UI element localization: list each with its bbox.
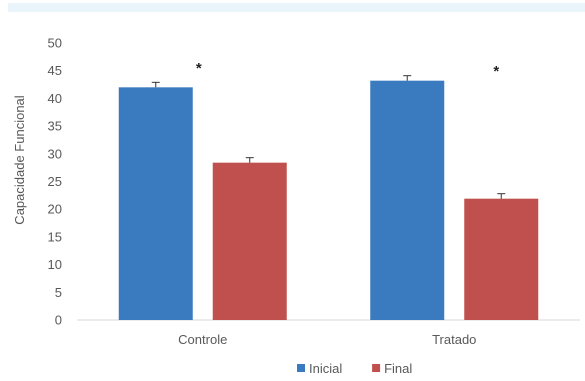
y-tick-label: 25 <box>48 174 62 189</box>
bar-final-controle <box>212 162 287 320</box>
significance-annotations: * * <box>196 60 500 80</box>
y-tick-label: 20 <box>48 202 62 217</box>
y-tick-label: 40 <box>48 91 62 106</box>
significance-asterisk: * <box>493 63 499 80</box>
legend-label-inicial: Inicial <box>309 361 342 376</box>
top-banner-strip <box>8 3 585 12</box>
y-tick-label: 5 <box>55 285 62 300</box>
y-tick-label: 10 <box>48 257 62 272</box>
legend: Inicial Final <box>297 361 412 376</box>
category-label: Tratado <box>432 332 476 347</box>
y-tick-label: 35 <box>48 119 62 134</box>
y-tick-label: 45 <box>48 63 62 78</box>
y-axis-label: Capacidade Funcional <box>12 95 27 224</box>
category-label: Controle <box>178 332 227 347</box>
y-tick-label: 30 <box>48 146 62 161</box>
y-tick-label: 0 <box>55 313 62 328</box>
y-tick-label: 15 <box>48 229 62 244</box>
y-axis: 0 5 10 15 20 25 30 35 40 45 50 <box>48 36 62 328</box>
bars-group <box>118 75 539 320</box>
legend-label-final: Final <box>384 361 412 376</box>
bar-inicial-controle <box>118 87 193 320</box>
bar-inicial-tratado <box>370 80 445 320</box>
y-tick-label: 50 <box>48 36 62 51</box>
category-labels: Controle Tratado <box>178 332 476 347</box>
bar-final-tratado <box>464 198 539 320</box>
legend-swatch-inicial <box>297 364 305 372</box>
legend-swatch-final <box>372 364 381 372</box>
significance-asterisk: * <box>196 60 202 77</box>
